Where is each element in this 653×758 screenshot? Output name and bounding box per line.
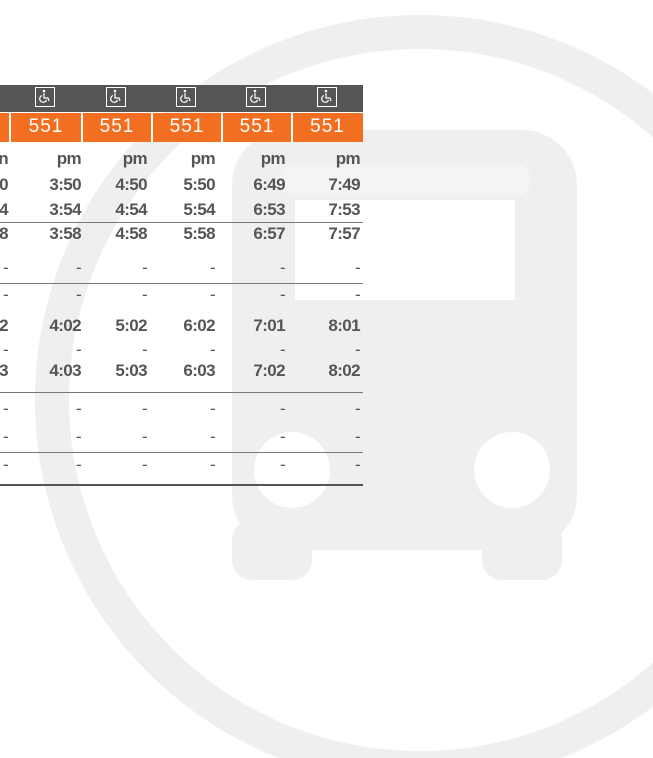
partial-cell: 0	[0, 175, 8, 195]
time-cell: 4:58	[87, 224, 147, 244]
partial-cell: -	[0, 285, 8, 305]
partial-cell: -	[0, 427, 8, 447]
time-cell: -	[225, 340, 285, 360]
route-number: 551	[222, 113, 292, 141]
time-cell: -	[225, 427, 285, 447]
period-label: pm	[300, 149, 360, 169]
period-label: pm	[21, 149, 81, 169]
time-cell: 8:01	[300, 316, 360, 336]
period-label: pm	[225, 149, 285, 169]
time-cell: 5:50	[155, 175, 215, 195]
time-cell: 6:49	[225, 175, 285, 195]
row-divider	[0, 452, 363, 453]
wheelchair-icon	[317, 87, 337, 107]
time-cell: -	[21, 285, 81, 305]
time-cell: 3:50	[21, 175, 81, 195]
wheelchair-icon	[176, 87, 196, 107]
time-cell: 7:49	[300, 175, 360, 195]
time-cell: -	[225, 455, 285, 475]
time-cell: 7:53	[300, 200, 360, 220]
time-cell: 3:54	[21, 200, 81, 220]
route-number: 551	[152, 113, 222, 141]
time-cell: -	[155, 258, 215, 278]
time-cell: -	[87, 427, 147, 447]
wheelchair-icon	[246, 87, 266, 107]
partial-cell: n	[0, 149, 8, 169]
time-cell: -	[155, 455, 215, 475]
time-cell: 5:02	[87, 316, 147, 336]
time-cell: -	[21, 340, 81, 360]
time-cell: 4:54	[87, 200, 147, 220]
partial-cell: -	[0, 340, 8, 360]
time-cell: -	[87, 285, 147, 305]
time-cell: 3:58	[21, 224, 81, 244]
time-cell: -	[300, 427, 360, 447]
time-cell: -	[155, 340, 215, 360]
table-bottom-rule	[0, 484, 363, 486]
partial-cell: -	[0, 455, 8, 475]
time-cell: -	[225, 399, 285, 419]
time-cell: -	[225, 285, 285, 305]
time-cell: 5:03	[87, 361, 147, 381]
wheelchair-symbol	[177, 88, 194, 105]
time-cell: 4:03	[21, 361, 81, 381]
wheelchair-symbol	[247, 88, 264, 105]
time-cell: 6:03	[155, 361, 215, 381]
time-cell: -	[21, 399, 81, 419]
wheelchair-symbol	[36, 88, 53, 105]
time-cell: 7:01	[225, 316, 285, 336]
partial-cell: 2	[0, 316, 8, 336]
page: 551551551551551npmpmpmpmpm03:504:505:506…	[0, 0, 653, 758]
wheelchair-icon	[35, 87, 55, 107]
period-label: pm	[87, 149, 147, 169]
time-cell: -	[300, 285, 360, 305]
row-divider	[0, 283, 363, 284]
time-cell: 7:57	[300, 224, 360, 244]
time-cell: 5:54	[155, 200, 215, 220]
time-cell: 8:02	[300, 361, 360, 381]
time-cell: 4:02	[21, 316, 81, 336]
time-cell: -	[300, 399, 360, 419]
time-cell: -	[300, 258, 360, 278]
time-cell: -	[21, 258, 81, 278]
time-cell: -	[87, 340, 147, 360]
timetable: 551551551551551npmpmpmpmpm03:504:505:506…	[0, 0, 653, 758]
time-cell: 7:02	[225, 361, 285, 381]
time-cell: 6:02	[155, 316, 215, 336]
time-cell: 6:57	[225, 224, 285, 244]
wheelchair-symbol	[318, 88, 335, 105]
time-cell: -	[21, 427, 81, 447]
partial-cell: 8	[0, 224, 8, 244]
partial-cell: -	[0, 258, 8, 278]
time-cell: -	[87, 455, 147, 475]
time-cell: -	[300, 340, 360, 360]
time-cell: -	[300, 455, 360, 475]
time-cell: -	[225, 258, 285, 278]
time-cell: -	[155, 399, 215, 419]
row-divider	[0, 392, 363, 393]
partial-cell: 4	[0, 200, 8, 220]
time-cell: -	[155, 285, 215, 305]
time-cell: 5:58	[155, 224, 215, 244]
period-label: pm	[155, 149, 215, 169]
route-number: 551	[82, 113, 152, 141]
route-number: 551	[10, 113, 82, 141]
wheelchair-icon	[106, 87, 126, 107]
partial-cell: 3	[0, 361, 8, 381]
time-cell: 6:53	[225, 200, 285, 220]
row-divider	[0, 222, 363, 223]
time-cell: -	[87, 258, 147, 278]
route-number: 551	[292, 113, 363, 141]
time-cell: -	[21, 455, 81, 475]
time-cell: -	[155, 427, 215, 447]
time-cell: -	[87, 399, 147, 419]
time-cell: 4:50	[87, 175, 147, 195]
partial-cell: -	[0, 399, 8, 419]
wheelchair-symbol	[107, 88, 124, 105]
